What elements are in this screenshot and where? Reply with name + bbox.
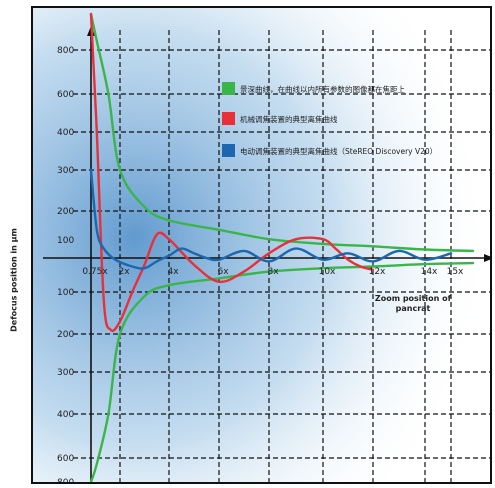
x-tick-label: 2x xyxy=(118,267,130,277)
defocus-chart: 0.75x 2x 4x 6x 8x 10x 12x 14x 15x 800 600 400 300 200… xyxy=(33,8,490,484)
y-tick-label-upper: 100 xyxy=(57,236,74,246)
legend-swatch-0 xyxy=(222,82,235,95)
series-line-1 xyxy=(89,261,475,482)
x-tick-label: 8x xyxy=(267,267,279,277)
x-tick-label: 6x xyxy=(217,267,229,277)
x-tick-label: 10x xyxy=(319,267,336,277)
x-tick-label: 0.75x xyxy=(82,267,108,277)
x-tick-label: 15x xyxy=(447,267,464,277)
x-axis-arrow xyxy=(484,254,490,262)
y-tick-label-upper: 200 xyxy=(57,207,74,217)
y-tick-label-lower: 600 xyxy=(57,454,74,464)
x-axis-label-line2: pancrat xyxy=(396,304,431,313)
y-tick-label-upper: 600 xyxy=(57,90,74,100)
y-tick-label-upper: 400 xyxy=(57,128,74,138)
y-tick-label-lower: 100 xyxy=(57,288,74,298)
y-axis-label: Defocus position in µm xyxy=(9,228,19,332)
series-line-0 xyxy=(89,12,475,253)
legend-label-0: 景深曲线，在曲线以内所有参数的图像都在焦距上 xyxy=(240,84,405,94)
legend-swatch-1 xyxy=(222,112,235,125)
x-tick-label: 14x xyxy=(421,267,438,277)
legend-swatch-2 xyxy=(222,144,235,157)
series-line-2 xyxy=(89,12,375,333)
x-tick-label: 4x xyxy=(167,267,179,277)
y-tick-label-lower: 300 xyxy=(57,368,74,378)
series-layer xyxy=(89,12,475,482)
x-tick-label: 12x xyxy=(369,267,386,277)
legend-label-1: 机械调焦装置的典型离焦曲线 xyxy=(240,114,338,124)
chart-frame: 0.75x 2x 4x 6x 8x 10x 12x 14x 15x 800 600 400 300 200… xyxy=(31,6,492,484)
y-tick-label-lower: 400 xyxy=(57,410,74,420)
legend-label-2: 电动调焦装置的典型离焦曲线（SteREO Discovery V20） xyxy=(240,146,437,156)
y-tick-label-lower: 200 xyxy=(57,330,74,340)
x-axis-label-line1: Zoom position of xyxy=(375,294,452,303)
y-tick-label-upper: 300 xyxy=(57,166,74,176)
y-tick-label-lower: 800 xyxy=(57,478,74,484)
legend: 景深曲线，在曲线以内所有参数的图像都在焦距上机械调焦装置的典型离焦曲线电动调焦装… xyxy=(222,82,437,157)
y-tick-label-upper: 800 xyxy=(57,46,74,56)
tick-labels: 0.75x 2x 4x 6x 8x 10x 12x 14x 15x 800 600 400 300 200… xyxy=(57,46,464,484)
grid xyxy=(73,30,490,482)
series-line-3 xyxy=(89,168,453,270)
